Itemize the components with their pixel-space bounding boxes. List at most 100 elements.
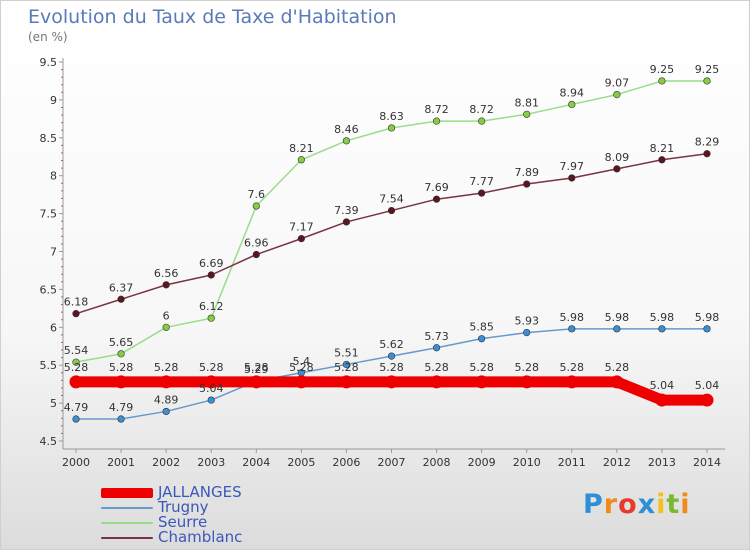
data-point — [658, 325, 666, 333]
data-label: 5.28 — [244, 361, 269, 374]
data-point — [568, 325, 576, 333]
x-tick-label: 2010 — [513, 456, 541, 469]
data-label: 7.69 — [424, 181, 449, 194]
data-point — [703, 325, 711, 333]
data-point — [478, 335, 486, 343]
data-point — [613, 325, 621, 333]
data-label: 6 — [163, 309, 170, 322]
x-tick-label: 2009 — [468, 456, 496, 469]
data-label: 7.54 — [379, 193, 404, 206]
data-label: 6.37 — [109, 281, 134, 294]
data-label: 5.04 — [695, 379, 720, 392]
data-point — [162, 407, 170, 416]
data-label: 5.28 — [469, 361, 494, 374]
logo-letter: t — [666, 489, 681, 520]
y-tick-label: 7 — [50, 246, 57, 259]
data-label: 7.17 — [289, 221, 314, 234]
data-label: 8.21 — [289, 142, 314, 155]
data-point — [703, 150, 711, 158]
data-point — [207, 396, 215, 404]
y-tick-label: 7.5 — [40, 208, 58, 221]
y-tick-label: 8.5 — [40, 132, 58, 145]
data-label: 5.62 — [379, 338, 404, 351]
legend-item: Trugny — [101, 500, 242, 515]
logo-letter: P — [583, 489, 604, 520]
data-point — [523, 180, 531, 188]
legend-item: JALLANGES — [101, 485, 242, 500]
data-label: 5.28 — [560, 361, 585, 374]
data-label: 5.28 — [334, 361, 359, 374]
data-point — [72, 310, 80, 318]
x-tick-label: 2007 — [378, 456, 406, 469]
data-label: 7.89 — [514, 166, 539, 179]
series-line-chamblanc — [75, 152, 708, 315]
data-point — [114, 375, 128, 389]
data-label: 7.97 — [560, 160, 585, 173]
data-point — [294, 375, 308, 389]
logo-letter: i — [656, 489, 667, 520]
data-point — [162, 323, 170, 331]
data-point — [297, 156, 305, 164]
data-point — [520, 375, 534, 389]
proxiti-logo: Proxiti — [583, 489, 691, 520]
data-point — [478, 117, 486, 125]
data-label: 5.28 — [379, 361, 404, 374]
data-point — [432, 344, 441, 352]
data-label: 6.18 — [64, 296, 89, 309]
data-label: 5.29 — [244, 363, 269, 376]
data-point — [117, 295, 125, 303]
data-label: 7.6 — [248, 188, 266, 201]
data-point — [204, 375, 218, 389]
data-label: 7.77 — [469, 175, 494, 188]
x-tick-label: 2005 — [287, 456, 315, 469]
data-label: 5.93 — [514, 315, 539, 328]
data-label: 5.28 — [64, 361, 89, 374]
data-label: 8.72 — [424, 103, 449, 116]
x-tick-label: 2000 — [62, 456, 90, 469]
y-tick-label: 5.5 — [40, 359, 58, 372]
data-label: 5.28 — [199, 361, 224, 374]
data-point — [478, 189, 486, 197]
legend-item: Chamblanc — [101, 530, 242, 545]
data-label: 5.98 — [650, 311, 675, 324]
data-label: 8.46 — [334, 123, 359, 136]
data-point — [387, 206, 396, 215]
legend-swatch — [101, 536, 153, 539]
data-point — [565, 375, 579, 389]
data-label: 8.21 — [650, 142, 675, 155]
y-tick-label: 4.5 — [40, 435, 58, 448]
legend-label: JALLANGES — [158, 483, 242, 501]
data-label: 5.28 — [289, 361, 314, 374]
x-tick-label: 2013 — [648, 456, 676, 469]
data-point — [252, 202, 260, 210]
data-point — [117, 415, 125, 423]
data-point — [703, 77, 711, 85]
data-label: 8.81 — [514, 96, 539, 109]
data-label: 6.12 — [199, 300, 224, 313]
data-point — [69, 375, 83, 389]
y-tick-label: 5 — [50, 397, 57, 410]
data-label: 5.28 — [424, 361, 449, 374]
data-label: 7.39 — [334, 204, 359, 217]
data-point — [610, 375, 624, 389]
data-label: 5.51 — [334, 346, 359, 359]
data-point — [613, 90, 621, 99]
legend-swatch — [101, 506, 153, 509]
data-label: 5.65 — [109, 336, 134, 349]
data-point — [342, 218, 351, 226]
data-label: 9.07 — [605, 77, 630, 90]
legend-swatch — [101, 521, 153, 524]
data-label: 5.85 — [469, 321, 494, 334]
logo-letter: i — [680, 489, 691, 520]
data-point — [117, 350, 125, 358]
y-tick-label: 9.5 — [40, 56, 58, 69]
data-point — [252, 250, 260, 259]
x-tick-label: 2003 — [197, 456, 225, 469]
data-point — [430, 375, 444, 389]
x-tick-label: 2001 — [107, 456, 135, 469]
data-point — [432, 195, 441, 203]
legend-item: Seurre — [101, 515, 242, 530]
data-point — [523, 110, 531, 118]
legend-label: Chamblanc — [158, 528, 243, 546]
